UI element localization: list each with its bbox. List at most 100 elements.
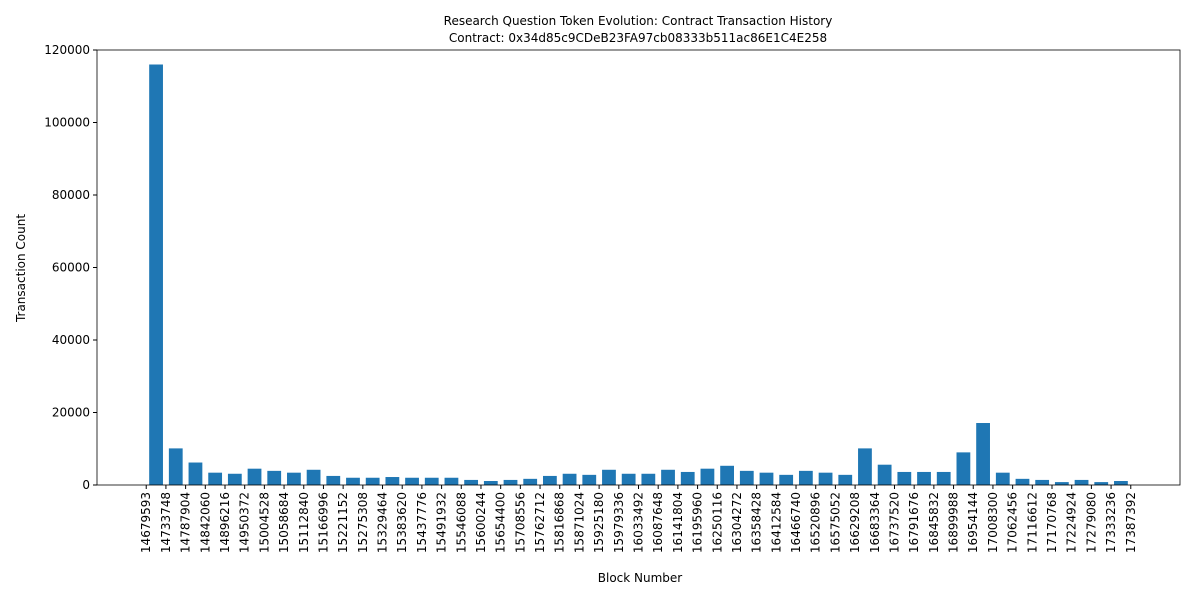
x-tick-label: 15383620: [395, 492, 409, 553]
bar: [208, 472, 223, 485]
y-tick-label: 120000: [44, 43, 90, 57]
bar: [759, 472, 774, 485]
bar: [739, 470, 754, 485]
plot-frame: [96, 49, 1181, 486]
x-axis-label: Block Number: [598, 571, 683, 585]
x-tick-label: 15600244: [474, 492, 488, 553]
bar: [680, 471, 695, 485]
y-axis-label: Transaction Count: [14, 214, 28, 323]
x-tick-label: 16629208: [848, 492, 862, 553]
bar: [602, 469, 616, 485]
x-tick-label: 15708556: [513, 492, 527, 553]
bar: [267, 470, 282, 485]
bar: [700, 468, 715, 485]
bar: [385, 477, 400, 485]
x-tick-label: 15871024: [572, 492, 586, 553]
x-tick-label: 16575052: [828, 492, 842, 553]
x-tick-label: 14896216: [218, 492, 232, 553]
x-tick-label: 15491932: [435, 492, 449, 553]
bar: [1035, 479, 1050, 485]
bar: [1094, 482, 1109, 485]
bar: [346, 477, 360, 485]
chart-subtitle: Contract: 0x34d85c9CDeB23FA97cb08333b511…: [449, 31, 827, 45]
x-tick-label: 16683364: [868, 492, 882, 553]
x-tick-label: 16358428: [750, 492, 764, 553]
bar: [523, 478, 538, 485]
y-tick-label: 20000: [52, 406, 90, 420]
x-tick-label: 16954144: [966, 492, 980, 553]
bar: [326, 475, 341, 485]
x-tick-label: 16250116: [710, 492, 724, 553]
bar: [168, 448, 183, 485]
x-tick-label: 17387392: [1124, 492, 1138, 553]
bar: [365, 477, 380, 485]
x-tick-label: 17008300: [986, 492, 1000, 553]
bar: [779, 474, 794, 485]
bar: [1054, 482, 1069, 485]
x-tick-label: 15654400: [494, 492, 508, 553]
bar: [995, 472, 1010, 485]
x-tick-label: 16791676: [907, 492, 921, 553]
bar: [661, 469, 675, 485]
bar: [956, 452, 971, 485]
x-tick-label: 15058684: [277, 492, 291, 553]
x-tick-label: 16087648: [651, 492, 665, 553]
x-tick-label: 15221152: [336, 492, 350, 553]
bar: [247, 468, 262, 485]
x-tick-label: 15275308: [356, 492, 370, 553]
chart-title: Research Question Token Evolution: Contr…: [444, 14, 833, 28]
x-tick-label: 17333236: [1104, 492, 1118, 553]
x-tick-label: 15762712: [533, 492, 547, 553]
x-tick-label: 15546088: [454, 492, 468, 553]
bar: [562, 473, 577, 485]
bar: [798, 470, 813, 485]
x-tick-label: 16520896: [809, 492, 823, 553]
x-tick-label: 15437776: [415, 492, 429, 553]
x-tick-label: 15816868: [553, 492, 567, 553]
bar: [542, 475, 557, 485]
x-tick-label: 17116612: [1025, 492, 1039, 553]
bar: [1015, 478, 1030, 485]
x-tick-label: 17170768: [1045, 492, 1059, 553]
bar: [149, 64, 163, 485]
bar: [503, 479, 518, 485]
bar: [306, 469, 321, 485]
bar: [1074, 479, 1089, 485]
x-tick-label: 16304272: [730, 492, 744, 553]
y-tick-label: 100000: [44, 116, 90, 130]
x-tick-label: 16141804: [671, 492, 685, 553]
x-tick-label: 14787904: [179, 492, 193, 553]
bar: [464, 479, 479, 485]
x-tick-label: 17224924: [1065, 492, 1079, 553]
bar: [877, 464, 892, 485]
bar: [1114, 481, 1128, 485]
bar: [936, 471, 951, 485]
x-tick-label: 16033492: [631, 492, 645, 553]
x-tick-label: 15004528: [257, 492, 271, 553]
y-tick-label: 60000: [52, 261, 90, 275]
bar: [582, 474, 597, 485]
x-tick-label: 16899988: [947, 492, 961, 553]
bar: [858, 448, 872, 485]
x-tick-label: 14950372: [238, 492, 252, 553]
bar: [621, 473, 636, 485]
bar: [287, 472, 301, 485]
x-tick-label: 15166996: [316, 492, 330, 553]
bar: [483, 481, 498, 485]
bar: [188, 462, 203, 485]
bar: [424, 477, 439, 485]
bar: [838, 474, 853, 485]
x-tick-label: 14842060: [198, 492, 212, 553]
x-tick-label: 16466740: [789, 492, 803, 553]
x-tick-label: 15979336: [612, 492, 626, 553]
x-tick-label: 14679593: [139, 492, 153, 553]
x-tick-label: 17279080: [1084, 492, 1098, 553]
bar: [976, 423, 990, 485]
x-tick-label: 15329464: [376, 492, 390, 553]
x-tick-label: 16195960: [691, 492, 705, 553]
bar: [818, 472, 833, 485]
bar: [227, 473, 242, 485]
bar: [720, 465, 735, 485]
bar: [405, 477, 419, 485]
bar: [897, 471, 912, 485]
